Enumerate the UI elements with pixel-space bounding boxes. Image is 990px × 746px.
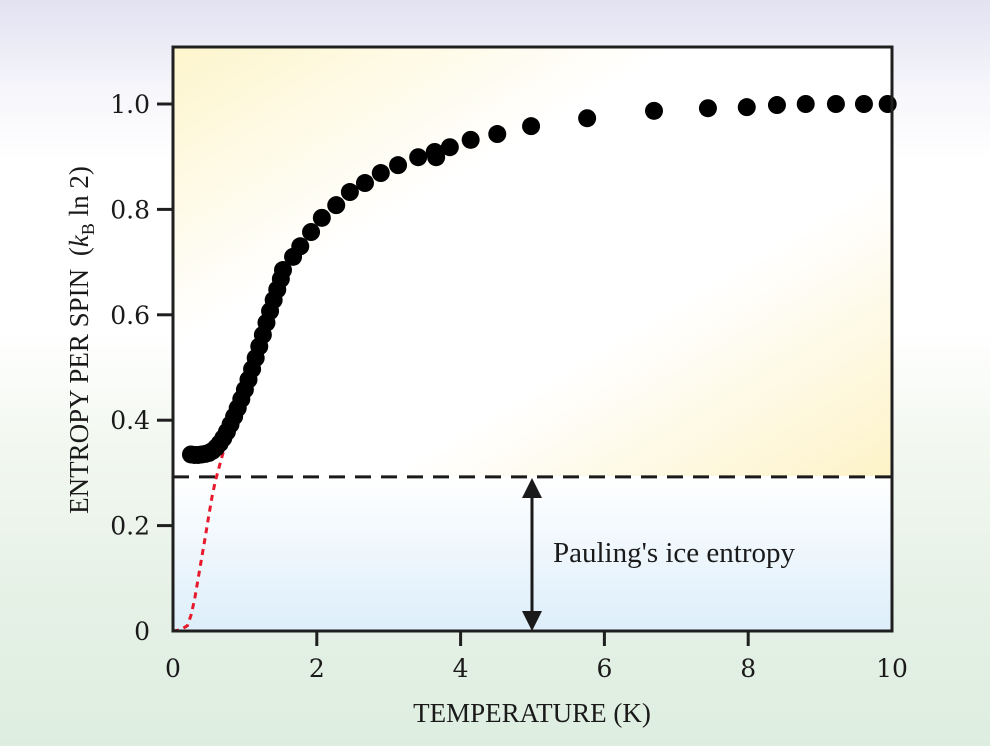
- data-points: [181, 95, 897, 464]
- x-tick-label: 8: [740, 654, 756, 683]
- data-point: [737, 98, 756, 117]
- data-point: [767, 96, 786, 115]
- data-point: [645, 101, 664, 120]
- data-point: [854, 95, 873, 113]
- data-point: [274, 261, 293, 280]
- data-point: [461, 130, 480, 149]
- x-tick-label: 2: [309, 654, 325, 683]
- data-point: [440, 138, 459, 157]
- arrow-down-icon: [522, 611, 542, 631]
- data-point: [291, 237, 310, 256]
- data-point: [522, 117, 541, 136]
- data-point: [340, 183, 359, 202]
- pauling-arrow: [522, 478, 542, 631]
- arrow-up-icon: [522, 478, 542, 498]
- y-axis-title: ENTROPY PER SPIN (kB ln 2): [64, 166, 98, 514]
- data-point: [796, 95, 815, 113]
- data-point: [826, 95, 845, 113]
- data-point: [302, 223, 321, 242]
- x-tick-label: 6: [596, 654, 612, 683]
- extrapolation-curve: [172, 451, 225, 633]
- x-tick-label: 10: [876, 654, 908, 683]
- data-point: [312, 208, 331, 227]
- svg-text:ENTROPY PER SPIN (kB ln: ENTROPY PER SPIN (kB ln 2): [64, 166, 98, 514]
- data-point: [409, 148, 428, 167]
- y-axis-title-main: ENTROPY PER SPIN: [64, 269, 94, 514]
- data-point: [389, 156, 408, 175]
- x-axis-title: TEMPERATURE (K): [413, 698, 651, 728]
- plot-frame: [171, 45, 894, 633]
- data-point: [698, 99, 717, 118]
- data-point: [427, 148, 446, 167]
- data-point: [355, 174, 374, 193]
- x-tick-label: 0: [165, 654, 181, 683]
- y-axis: 0 0.2 0.4 0.6 0.8 1.0: [110, 90, 173, 646]
- data-point: [578, 109, 597, 128]
- y-tick-label: 0.2: [110, 512, 150, 541]
- y-tick-label: 0.8: [110, 195, 150, 224]
- y-tick-label: 1.0: [110, 90, 150, 119]
- data-point: [488, 125, 507, 144]
- pauling-annotation: Pauling's ice entropy: [553, 537, 796, 569]
- x-tick-label: 4: [453, 654, 469, 683]
- x-axis: 0 2 4 6 8 10: [165, 631, 908, 683]
- y-tick-label: 0.6: [110, 301, 150, 330]
- data-point: [878, 95, 897, 113]
- data-point: [327, 196, 346, 215]
- y-tick-label: 0.4: [110, 406, 150, 435]
- data-point: [371, 164, 390, 183]
- y-tick-label: 0: [134, 617, 150, 646]
